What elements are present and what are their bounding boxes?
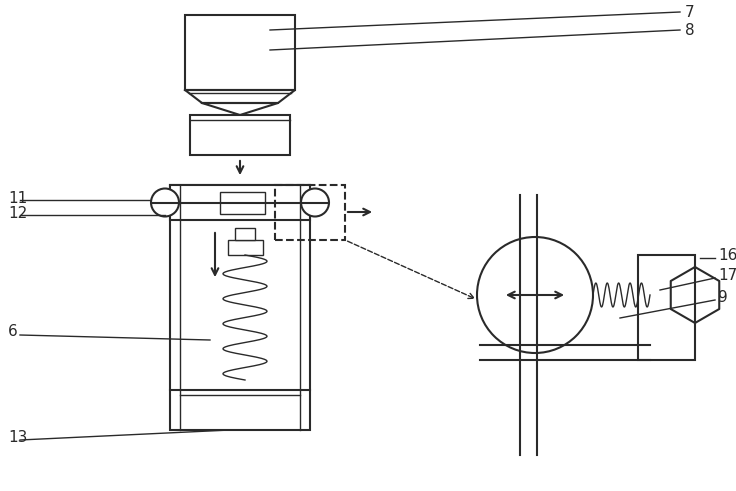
Text: 6: 6 [8, 325, 18, 339]
Text: 17: 17 [718, 269, 736, 283]
Bar [170, 185, 310, 430]
Bar [638, 255, 695, 360]
Bar [227, 240, 263, 255]
Bar [220, 191, 265, 214]
Circle shape [477, 237, 593, 353]
Bar [185, 15, 295, 90]
Circle shape [151, 189, 179, 217]
Circle shape [301, 189, 329, 217]
Text: 11: 11 [8, 191, 27, 206]
Bar [170, 185, 310, 220]
Text: 7: 7 [685, 4, 695, 20]
Text: 12: 12 [8, 206, 27, 220]
Bar [235, 228, 255, 240]
Text: 13: 13 [8, 431, 27, 445]
Text: 16: 16 [718, 248, 736, 264]
Bar [275, 185, 345, 240]
Text: 9: 9 [718, 291, 728, 305]
Text: 8: 8 [685, 23, 695, 37]
Bar [190, 115, 290, 155]
